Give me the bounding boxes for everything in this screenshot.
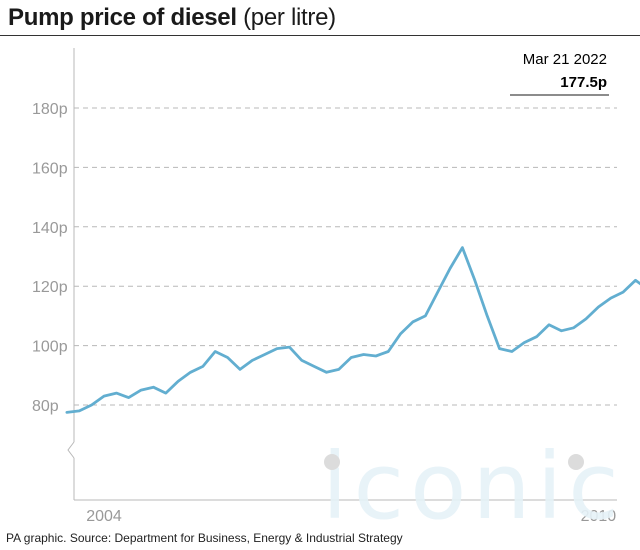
iconic-watermark: iconic [322, 433, 625, 528]
y-tick-label-100: 100p [32, 339, 68, 356]
y-tick-label-80: 80p [32, 398, 59, 415]
y-axis-break-mark [67, 441, 75, 459]
chart-title-main: Pump price of diesel [8, 4, 237, 31]
y-tick-label-140: 140p [32, 220, 68, 237]
diesel-price-series [65, 246, 640, 414]
annotation-value: 177.5p [560, 74, 607, 91]
x-tick-label-2010: 2010 [581, 508, 617, 525]
y-tick-label-180: 180p [32, 101, 68, 118]
chart-title-sub: (per litre) [243, 4, 336, 31]
y-axis: 80p 100p 120p 140p 160p 180p [32, 48, 75, 500]
y-tick-label-160: 160p [32, 160, 68, 177]
y-tick-label-120: 120p [32, 279, 68, 296]
latest-value-annotation: Mar 21 2022 177.5p [510, 51, 609, 96]
grid-lines [74, 107, 617, 406]
source-footer: PA graphic. Source: Department for Busin… [6, 531, 403, 545]
x-axis: 2004201020162022 [74, 499, 617, 525]
series-line [65, 246, 640, 414]
title-rule [0, 35, 640, 36]
watermark-text: iconic [322, 433, 625, 528]
watermark-dot [324, 454, 340, 470]
chart-title: Pump price of diesel (per litre) [8, 4, 336, 32]
x-tick-label-2004: 2004 [86, 508, 122, 525]
annotation-date: Mar 21 2022 [523, 51, 607, 68]
watermark-dot [568, 454, 584, 470]
